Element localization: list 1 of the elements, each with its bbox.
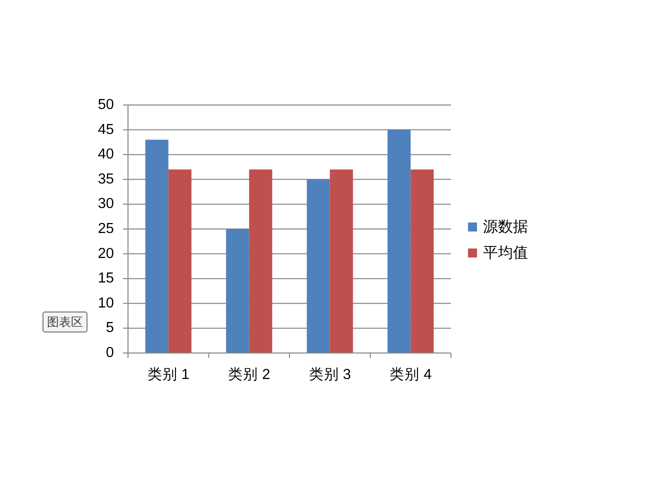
- annotation: 图表区: [42, 312, 88, 332]
